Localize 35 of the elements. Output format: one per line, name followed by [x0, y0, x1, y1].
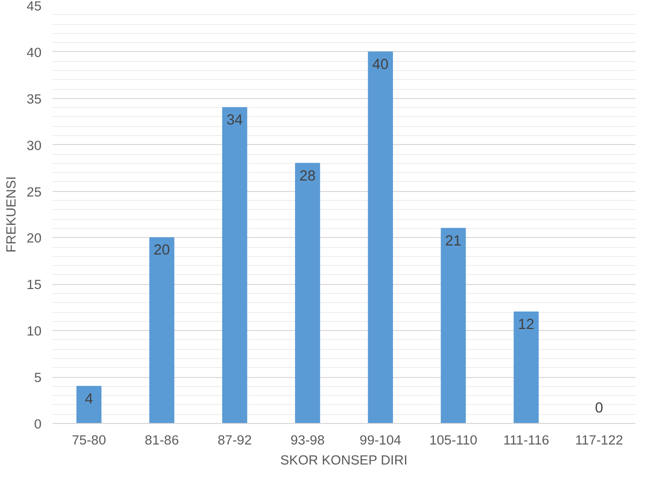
- data-label: 20: [154, 242, 170, 259]
- bar: [76, 386, 102, 424]
- x-tick-label: 75-80: [72, 432, 106, 448]
- x-tick-label: 93-98: [290, 432, 325, 448]
- y-tick-label: 10: [26, 324, 42, 339]
- y-tick-label: 0: [34, 416, 42, 432]
- bar: [295, 162, 320, 424]
- data-label: 0: [594, 400, 604, 416]
- x-tick-label: 117-122: [575, 432, 624, 448]
- y-axis-title: FREKUENSI: [4, 176, 19, 253]
- x-tick-label: 111-116: [503, 432, 550, 448]
- data-label: 28: [299, 168, 316, 184]
- data-label: 21: [445, 233, 462, 250]
- y-tick-label: 45: [26, 0, 42, 14]
- y-tick-label: 35: [26, 91, 42, 106]
- data-label: 4: [84, 391, 94, 408]
- x-axis-title: SKOR KONSEP DIRI: [280, 452, 408, 468]
- bar: [514, 312, 539, 424]
- y-tick-label: 15: [26, 277, 42, 292]
- x-tick-label: 99-104: [360, 432, 402, 448]
- x-tick-label: 87-92: [218, 432, 252, 448]
- data-label: 40: [372, 56, 389, 73]
- bar: [149, 237, 174, 424]
- y-tick-label: 20: [26, 230, 42, 246]
- y-tick-label: 5: [34, 370, 42, 386]
- y-tick-label: 40: [26, 44, 42, 60]
- bar: [368, 51, 393, 424]
- y-tick-label: 25: [26, 184, 42, 200]
- data-label: 12: [518, 317, 534, 334]
- bar: [440, 228, 466, 424]
- x-tick-label: 81-86: [144, 432, 179, 448]
- x-tick-label: 105-110: [429, 432, 478, 448]
- bar: [222, 107, 248, 424]
- data-label: 34: [226, 112, 243, 129]
- y-tick-label: 30: [26, 138, 42, 153]
